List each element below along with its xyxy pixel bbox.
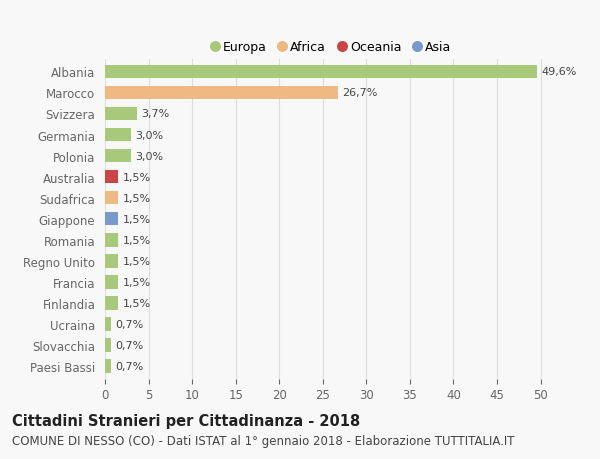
Bar	[105, 275, 118, 289]
Text: 3,0%: 3,0%	[136, 151, 164, 161]
Text: COMUNE DI NESSO (CO) - Dati ISTAT al 1° gennaio 2018 - Elaborazione TUTTITALIA.I: COMUNE DI NESSO (CO) - Dati ISTAT al 1° …	[12, 434, 515, 447]
Bar	[105, 129, 131, 142]
Bar	[105, 297, 118, 310]
Bar	[105, 149, 131, 163]
Text: 1,5%: 1,5%	[122, 277, 151, 287]
Text: 3,7%: 3,7%	[142, 109, 170, 119]
Bar	[105, 170, 118, 184]
Text: 1,5%: 1,5%	[122, 235, 151, 245]
Text: 0,7%: 0,7%	[115, 319, 144, 329]
Bar	[105, 338, 111, 352]
Bar	[105, 213, 118, 226]
Legend: Europa, Africa, Oceania, Asia: Europa, Africa, Oceania, Asia	[208, 37, 455, 58]
Bar	[105, 86, 338, 100]
Text: 1,5%: 1,5%	[122, 298, 151, 308]
Text: 3,0%: 3,0%	[136, 130, 164, 140]
Text: 1,5%: 1,5%	[122, 214, 151, 224]
Bar	[105, 233, 118, 247]
Bar	[105, 359, 111, 373]
Bar	[105, 317, 111, 331]
Text: 0,7%: 0,7%	[115, 361, 144, 371]
Text: 0,7%: 0,7%	[115, 340, 144, 350]
Text: 1,5%: 1,5%	[122, 193, 151, 203]
Bar	[105, 254, 118, 268]
Text: 1,5%: 1,5%	[122, 172, 151, 182]
Bar	[105, 66, 537, 79]
Text: Cittadini Stranieri per Cittadinanza - 2018: Cittadini Stranieri per Cittadinanza - 2…	[12, 413, 360, 428]
Bar	[105, 191, 118, 205]
Bar	[105, 107, 137, 121]
Text: 1,5%: 1,5%	[122, 256, 151, 266]
Text: 26,7%: 26,7%	[342, 88, 377, 98]
Text: 49,6%: 49,6%	[541, 67, 577, 77]
